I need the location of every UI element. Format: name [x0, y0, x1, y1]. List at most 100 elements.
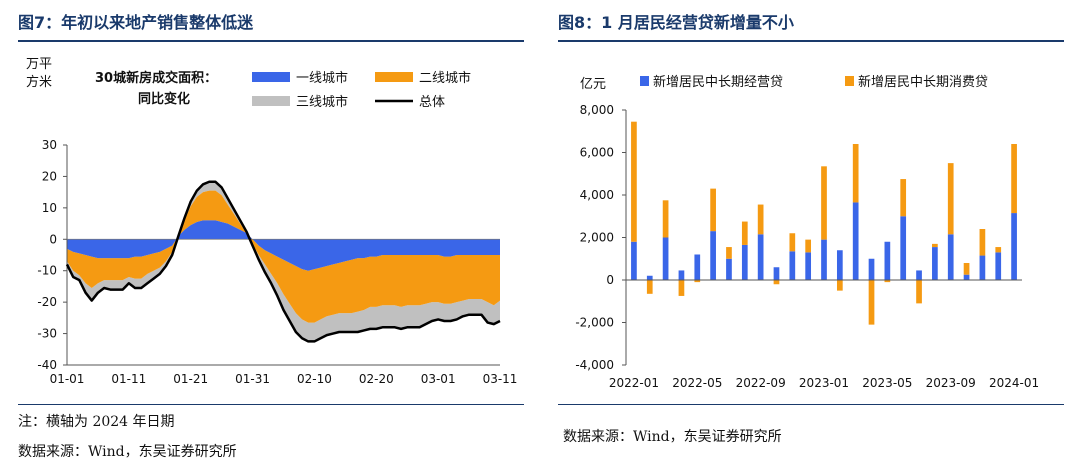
x-tick-label: 03-01: [421, 372, 456, 386]
bar-consumer-loan: [868, 280, 875, 325]
bar-business-loan: [900, 216, 907, 280]
x-tick-label: 2022-01: [609, 376, 659, 390]
bar-business-loan: [947, 234, 954, 280]
bar-business-loan: [773, 267, 780, 280]
right-panel-title: 图8：1 月居民经营贷新增量不小: [558, 13, 794, 32]
x-tick-label: 02-20: [359, 372, 394, 386]
bar-business-loan: [884, 241, 891, 280]
y-tick-label: -40: [37, 358, 57, 372]
legend-title-line2: 同比变化: [138, 91, 190, 107]
bar-consumer-loan: [678, 280, 685, 296]
bar-consumer-loan: [821, 166, 827, 240]
y-tick-label: 0: [606, 273, 614, 287]
bar-consumer-loan: [646, 280, 653, 294]
y-tick-label: -10: [37, 264, 57, 278]
bar-business-loan: [678, 270, 685, 280]
legend-swatch-consumer-loan: [845, 76, 854, 86]
bar-consumer-loan: [932, 243, 938, 248]
bar-consumer-loan: [995, 247, 1002, 253]
bar-business-loan: [710, 231, 716, 280]
area-tier1: [67, 220, 500, 271]
bar-business-loan: [694, 254, 701, 280]
bar-business-loan: [805, 252, 812, 280]
x-tick-label: 01-21: [173, 372, 208, 386]
bar-business-loan: [757, 234, 764, 280]
legend-label-business-loan: 新增居民中长期经营贷: [653, 74, 783, 90]
bar-business-loan: [726, 258, 732, 280]
y-tick-label: 0: [49, 232, 57, 246]
area-tier2: [67, 190, 500, 323]
bar-consumer-loan: [726, 247, 732, 259]
y-tick-label: 30: [42, 138, 57, 152]
y-tick-label: -20: [37, 295, 57, 309]
bar-consumer-loan: [631, 121, 637, 242]
left-panel-title: 图7：年初以来地产销售整体低迷: [18, 13, 254, 32]
legend-swatch-business-loan: [640, 76, 649, 86]
bar-business-loan: [963, 274, 970, 280]
bar-consumer-loan: [662, 200, 669, 238]
legend-swatch-tier3: [252, 96, 290, 106]
left-title-rule: [18, 40, 524, 42]
bar-business-loan: [821, 239, 827, 280]
legend-label-tier3: 三线城市: [296, 94, 348, 110]
left-unit-line2: 方米: [26, 74, 52, 90]
legend-swatch-tier1: [252, 72, 290, 82]
bar-consumer-loan: [789, 233, 796, 252]
line-total: [65, 180, 501, 343]
legend-label-tier1: 一线城市: [296, 70, 348, 86]
y-tick-label: 10: [42, 201, 57, 215]
x-tick-label: 01-01: [50, 372, 85, 386]
bar-consumer-loan: [947, 163, 954, 235]
y-tick-label: 6,000: [580, 146, 614, 160]
left-unit-line1: 万平: [26, 57, 52, 72]
x-tick-label: 03-11: [483, 372, 518, 386]
right-chart: 亿元 -4,000 -2,000 0 2,000 4,000 6,000 8,000 2022…: [575, 74, 1039, 390]
x-tick-label: 2023-09: [926, 376, 976, 390]
bar-business-loan: [1011, 213, 1017, 280]
y-tick-label: -30: [37, 327, 57, 341]
bar-consumer-loan: [757, 204, 764, 235]
bar-consumer-loan: [741, 221, 748, 245]
legend-label-tier2: 二线城市: [419, 70, 471, 86]
x-tick-label: 2023-05: [862, 376, 912, 390]
bar-business-loan: [995, 252, 1002, 280]
bar-consumer-loan: [773, 280, 780, 285]
bar-consumer-loan: [694, 280, 701, 283]
left-chart: 万平 方米 -40 -30 -20 -10 0 10 20 30 01-01 01-11 01-21…: [26, 57, 518, 386]
bar-business-loan: [631, 241, 637, 280]
legend-title-line1: 30城新房成交面积：: [95, 70, 217, 86]
x-tick-label: 02-10: [297, 372, 332, 386]
legend-swatch-tier2: [375, 72, 413, 82]
y-tick-label: -2,000: [575, 316, 614, 330]
bar-business-loan: [646, 275, 653, 280]
bar-consumer-loan: [884, 280, 891, 283]
y-tick-label: 4,000: [580, 188, 614, 202]
bar-business-loan: [789, 251, 796, 280]
legend-label-total: 总体: [419, 95, 445, 110]
right-unit-label: 亿元: [580, 77, 606, 92]
bar-business-loan: [741, 244, 748, 280]
bar-consumer-loan: [836, 280, 843, 291]
bar-business-loan: [932, 247, 938, 280]
bar-business-loan: [852, 202, 859, 280]
left-bottom-rule: [18, 404, 524, 405]
bar-consumer-loan: [916, 280, 922, 304]
bar-consumer-loan: [710, 188, 716, 232]
y-tick-label: 8,000: [580, 103, 614, 117]
left-source: 数据来源：Wind，东吴证券研究所: [18, 444, 237, 460]
x-tick-label: 2022-09: [736, 376, 786, 390]
x-tick-label: 01-31: [235, 372, 270, 386]
bar-business-loan: [916, 270, 922, 280]
right-source: 数据来源：Wind，东吴证券研究所: [563, 429, 782, 445]
bar-business-loan: [662, 237, 669, 280]
bar-consumer-loan: [805, 239, 812, 253]
x-tick-label: 01-11: [111, 372, 146, 386]
x-tick-label: 2024-01: [989, 376, 1039, 390]
y-tick-label: 20: [42, 169, 57, 183]
bar-business-loan: [868, 258, 875, 280]
y-tick-label: 2,000: [580, 231, 614, 245]
x-tick-label: 2023-01: [799, 376, 849, 390]
bar-business-loan: [836, 250, 843, 280]
legend-label-consumer-loan: 新增居民中长期消费贷: [858, 74, 988, 90]
bar-consumer-loan: [963, 263, 970, 275]
